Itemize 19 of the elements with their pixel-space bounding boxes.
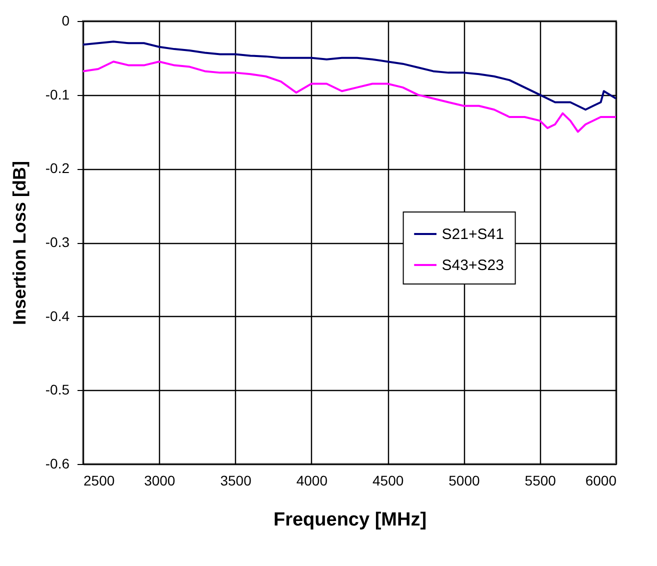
x-tick-label: 4000 bbox=[296, 472, 328, 488]
y-tick-label: -0.2 bbox=[45, 160, 70, 176]
x-tick-label: 5500 bbox=[524, 472, 556, 488]
x-tick-label: 2500 bbox=[84, 472, 115, 488]
y-tick-label: -0.1 bbox=[45, 86, 70, 102]
legend-label: S21+S41 bbox=[442, 226, 504, 243]
x-tick-label: 6000 bbox=[585, 472, 617, 488]
x-tick-label: 5000 bbox=[448, 472, 480, 488]
y-axis-title: Insertion Loss [dB] bbox=[9, 160, 30, 326]
y-tick-label: -0.5 bbox=[45, 382, 70, 398]
x-tick-label: 3000 bbox=[144, 472, 176, 488]
y-tick-label: -0.6 bbox=[45, 456, 70, 472]
y-tick-label: 0 bbox=[62, 12, 70, 28]
y-tick-label: -0.3 bbox=[45, 234, 70, 250]
y-tick-label: -0.4 bbox=[45, 308, 70, 324]
x-axis-title: Frequency [MHz] bbox=[273, 510, 427, 530]
legend-label: S43+S23 bbox=[442, 256, 504, 274]
x-tick-label: 3500 bbox=[220, 472, 252, 488]
x-tick-label: 4500 bbox=[372, 472, 404, 488]
